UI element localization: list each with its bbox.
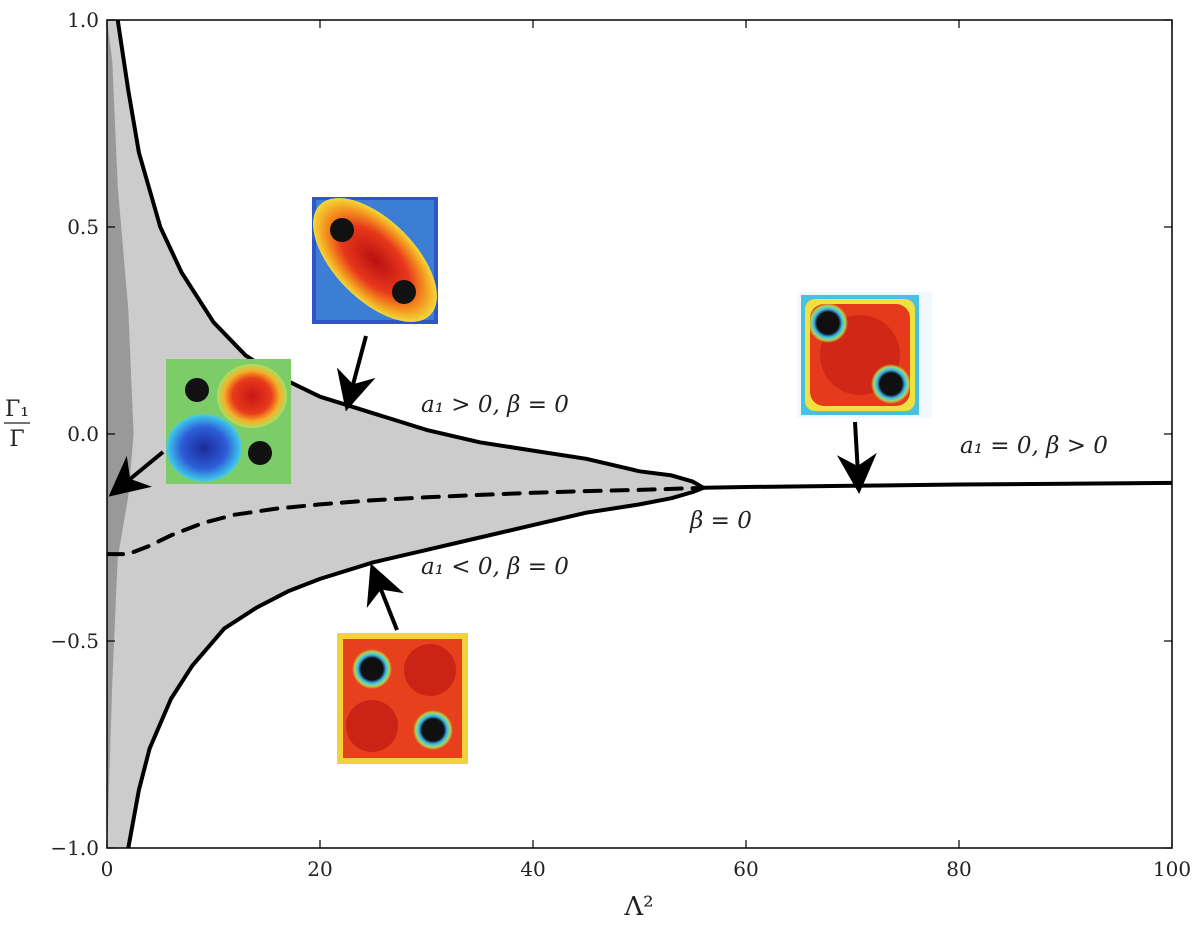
arrow-to-dark-region — [108, 450, 165, 497]
x-tick-label: 40 — [520, 857, 545, 881]
x-tick-label: 80 — [946, 857, 971, 881]
axis-ticks: 0 20 40 60 80 100 −1.0 −0.5 0.0 0.5 1.0 — [50, 8, 1191, 881]
x-tick-label: 100 — [1153, 857, 1191, 881]
y-tick-label: 1.0 — [67, 8, 99, 32]
series-line-1 — [126, 485, 706, 848]
annotation-beta-zero: β = 0 — [689, 508, 752, 534]
annotation-a1-zero-beta-positive: a₁ = 0, β > 0 — [960, 433, 1108, 459]
arrow-to-lower-branch — [366, 563, 404, 631]
shaded-region-between-branches — [107, 20, 704, 848]
y-tick-label: 0.5 — [67, 215, 99, 239]
x-tick-label: 20 — [307, 857, 332, 881]
y-axis-label: Γ₁ Γ — [4, 397, 30, 452]
inset-cross-vortex-pair — [166, 359, 291, 484]
y-axis-label-numerator: Γ₁ — [5, 397, 29, 422]
annotation-a1-positive: a₁ > 0, β = 0 — [421, 392, 569, 418]
x-tick-label: 60 — [733, 857, 758, 881]
x-axis-label: Λ² — [623, 892, 653, 922]
inset-diagonal-vortex-pair — [312, 197, 438, 324]
series-line-2 — [701, 480, 1172, 490]
arrow-to-right-branch — [836, 421, 877, 494]
annotation-arrows — [108, 335, 877, 631]
y-tick-label: −1.0 — [50, 836, 99, 860]
arrow-to-upper-branch — [336, 335, 376, 412]
x-tick-label: 0 — [101, 857, 114, 881]
inset-antidiagonal-vortex-pair — [337, 633, 468, 764]
series-line-3-dashed — [107, 485, 706, 557]
inset-far-right-vortex-pair — [797, 292, 932, 418]
y-tick-label: 0.0 — [67, 422, 99, 446]
y-axis-label-denominator: Γ — [9, 427, 24, 452]
y-tick-label: −0.5 — [50, 629, 99, 653]
annotation-a1-negative: a₁ < 0, β = 0 — [421, 554, 569, 580]
